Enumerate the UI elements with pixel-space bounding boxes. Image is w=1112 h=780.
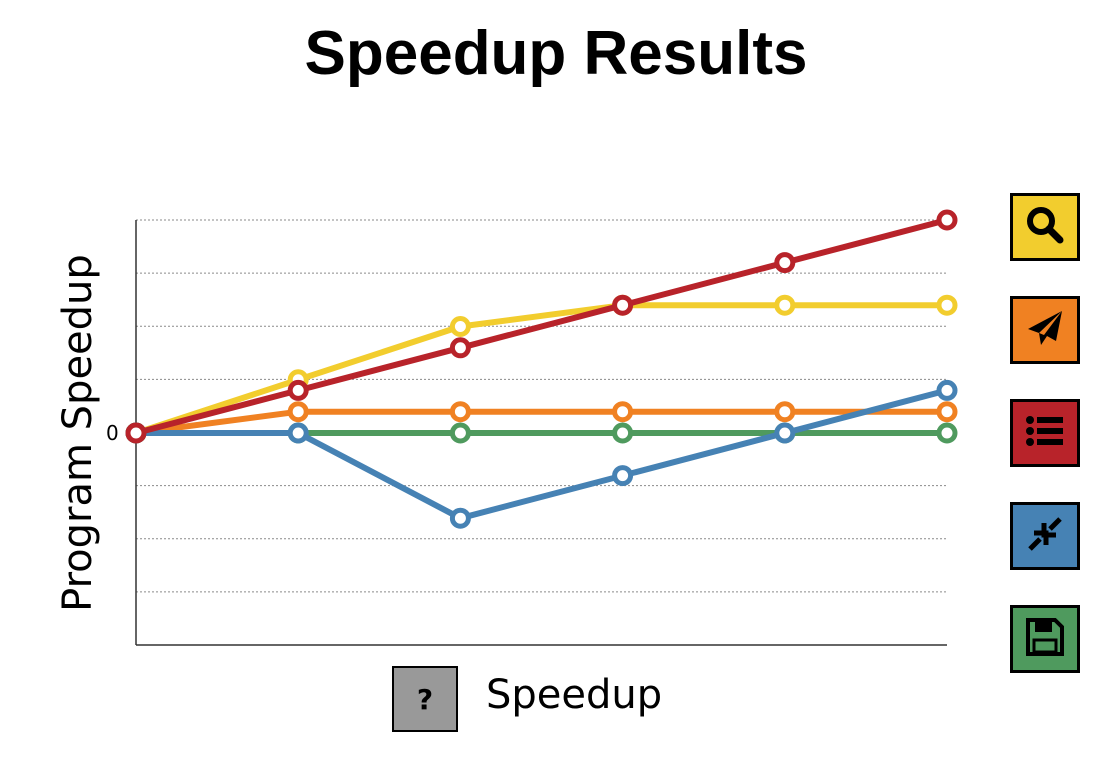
series-5 bbox=[125, 209, 958, 444]
data-point[interactable] bbox=[287, 401, 309, 423]
data-point[interactable] bbox=[936, 422, 958, 444]
data-point[interactable] bbox=[612, 465, 634, 487]
data-point[interactable] bbox=[287, 422, 309, 444]
data-point[interactable] bbox=[774, 422, 796, 444]
data-point[interactable] bbox=[936, 401, 958, 423]
data-point[interactable] bbox=[774, 294, 796, 316]
series-line bbox=[135, 408, 947, 436]
data-point[interactable] bbox=[936, 294, 958, 316]
data-point[interactable] bbox=[936, 209, 958, 231]
series-line bbox=[135, 302, 947, 436]
grid-lines bbox=[136, 219, 947, 593]
data-point[interactable] bbox=[287, 379, 309, 401]
data-point[interactable] bbox=[612, 294, 634, 316]
legend-help-button[interactable]: ? bbox=[392, 666, 458, 732]
save-icon bbox=[1022, 614, 1068, 665]
y-axis-label: Program Speedup bbox=[55, 254, 101, 612]
data-point[interactable] bbox=[449, 507, 471, 529]
compress-button[interactable] bbox=[1010, 502, 1080, 570]
compress-icon bbox=[1022, 511, 1068, 562]
data-point[interactable] bbox=[612, 401, 634, 423]
search-button[interactable] bbox=[1010, 193, 1080, 261]
y-tick-label: 0 bbox=[106, 421, 119, 445]
data-point[interactable] bbox=[449, 337, 471, 359]
save-button[interactable] bbox=[1010, 605, 1080, 673]
series-line bbox=[136, 387, 948, 522]
data-point[interactable] bbox=[125, 422, 147, 444]
data-point[interactable] bbox=[449, 422, 471, 444]
list-button[interactable] bbox=[1010, 399, 1080, 467]
data-point[interactable] bbox=[449, 401, 471, 423]
series-lines bbox=[125, 209, 958, 529]
series-line bbox=[135, 217, 948, 436]
list-icon bbox=[1022, 408, 1068, 459]
data-point[interactable] bbox=[612, 422, 634, 444]
data-point[interactable] bbox=[774, 401, 796, 423]
search-icon bbox=[1022, 202, 1068, 253]
data-point[interactable] bbox=[774, 252, 796, 274]
data-point[interactable] bbox=[449, 316, 471, 337]
x-axis-label: Speedup bbox=[486, 672, 663, 718]
page-title: Speedup Results bbox=[304, 19, 808, 88]
paper-plane-icon bbox=[1022, 305, 1068, 356]
send-button[interactable] bbox=[1010, 296, 1080, 364]
data-point[interactable] bbox=[936, 379, 958, 401]
